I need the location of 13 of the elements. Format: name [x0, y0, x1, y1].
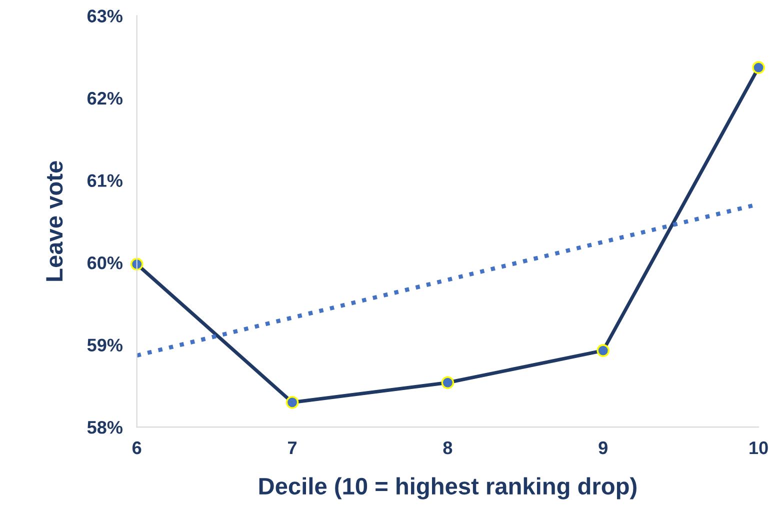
y-tick-label: 62% [87, 92, 122, 105]
x-tick-label: 8 [443, 441, 452, 454]
x-tick-label: 7 [288, 442, 296, 454]
y-tick-label: 60% [87, 256, 122, 270]
x-tick-label: 9 [598, 441, 608, 454]
y-tick-label: 58% [87, 420, 122, 434]
y-tick-label: 63% [87, 10, 122, 22]
x-axis-title: Decile (10 = highest ranking drop) [259, 477, 636, 500]
y-tick-label: 61% [87, 174, 122, 187]
y-tick-label: 59% [87, 338, 122, 352]
x-tick-label: 6 [132, 441, 142, 454]
x-tick-label: 10 [750, 441, 768, 454]
y-axis-title: Leave vote [46, 161, 63, 281]
